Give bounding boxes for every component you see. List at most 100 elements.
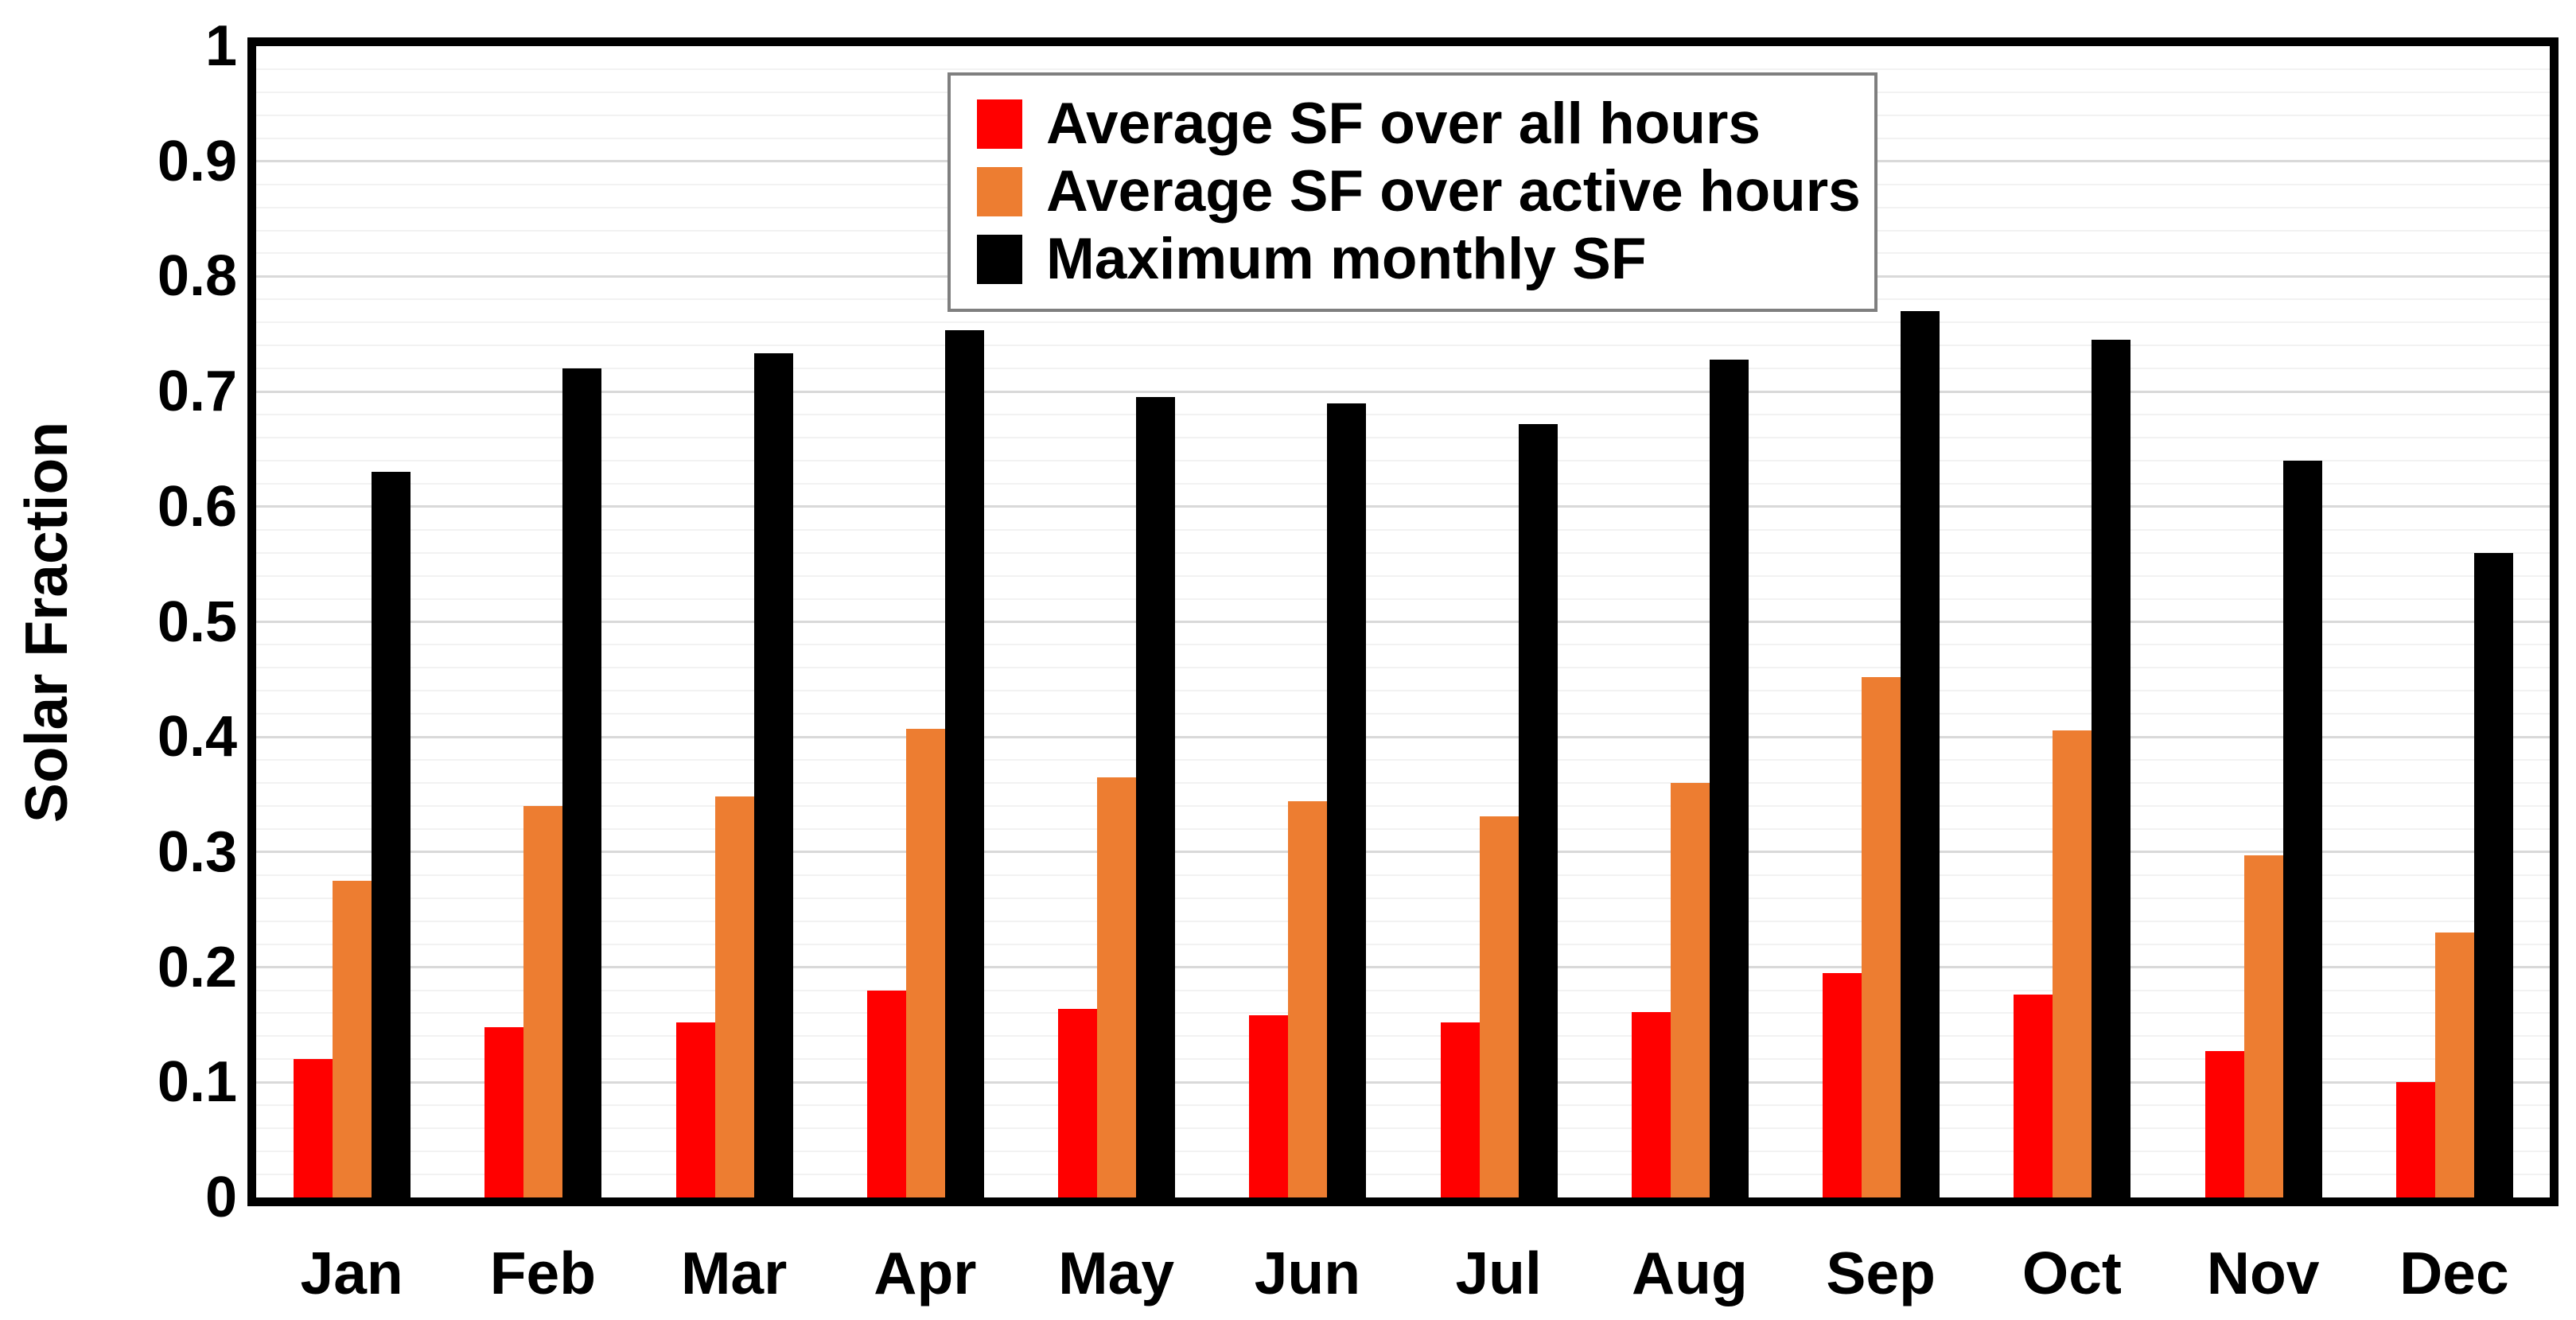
bar-nov-series1	[2243, 855, 2283, 1197]
bar-jul-series1	[1479, 816, 1519, 1197]
legend-swatch-black	[977, 234, 1022, 284]
gridline-minor	[256, 1104, 2550, 1107]
y-axis-tick-label-0.9: 0.9	[157, 129, 237, 193]
bar-sep-series0	[1823, 972, 1862, 1197]
y-axis-tick-label-0.1: 0.1	[157, 1050, 237, 1115]
x-axis-label-jun: Jun	[1254, 1240, 1361, 1306]
y-axis-tick-label-0.7: 0.7	[157, 360, 237, 424]
x-axis-label-apr: Apr	[874, 1240, 977, 1306]
y-axis-tick-label-0.8: 0.8	[157, 244, 237, 309]
gridline-minor	[256, 782, 2550, 785]
gridline-major	[256, 621, 2550, 623]
bar-aug-series0	[1631, 1012, 1671, 1197]
x-axis-label-jan: Jan	[300, 1240, 403, 1306]
bar-oct-series1	[2053, 730, 2092, 1197]
legend-label-active-hours: Average SF over active hours	[1046, 159, 1861, 224]
bar-jun-series0	[1249, 1015, 1289, 1197]
bar-mar-series0	[675, 1022, 715, 1197]
bar-dec-series1	[2434, 933, 2474, 1197]
legend-item-all-hours: Average SF over all hours	[977, 90, 1858, 158]
bar-apr-series1	[905, 729, 945, 1197]
bar-jan-series2	[372, 472, 411, 1197]
bar-sep-series2	[1901, 310, 1940, 1197]
legend-swatch-red	[977, 99, 1022, 149]
legend-label-maximum: Maximum monthly SF	[1046, 227, 1647, 291]
bar-apr-series0	[866, 990, 906, 1197]
gridline-minor	[256, 1058, 2550, 1061]
bar-jan-series0	[294, 1059, 333, 1197]
bar-feb-series1	[523, 806, 563, 1197]
bar-mar-series1	[714, 796, 754, 1197]
y-axis-tick-label-0.2: 0.2	[157, 935, 237, 999]
gridline-minor	[256, 827, 2550, 830]
gridline-minor	[256, 1035, 2550, 1038]
gridline-major	[256, 390, 2550, 393]
gridline-minor	[256, 345, 2550, 347]
legend-item-maximum: Maximum monthly SF	[977, 225, 1858, 293]
gridline-minor	[256, 690, 2550, 692]
gridline-minor	[256, 321, 2550, 324]
bar-jul-series2	[1518, 423, 1558, 1197]
y-axis-tick-label-0: 0	[204, 1166, 237, 1229]
x-axis-label-nov: Nov	[2206, 1240, 2320, 1306]
x-axis-label-may: May	[1058, 1240, 1175, 1306]
legend: Average SF over all hours Average SF ove…	[948, 72, 1878, 312]
legend-label-all-hours: Average SF over all hours	[1046, 92, 1761, 156]
gridline-minor	[256, 1151, 2550, 1153]
bar-aug-series1	[1670, 783, 1710, 1197]
gridline-minor	[256, 68, 2550, 70]
gridline-minor	[256, 759, 2550, 761]
y-axis-tick-label-0.3: 0.3	[157, 820, 237, 884]
gridline-minor	[256, 574, 2550, 577]
x-axis-label-mar: Mar	[680, 1240, 788, 1306]
gridline-minor	[256, 598, 2550, 600]
gridline-major	[256, 505, 2550, 508]
legend-swatch-orange	[977, 166, 1022, 216]
bar-jul-series0	[1440, 1022, 1480, 1197]
gridline-minor	[256, 1012, 2550, 1014]
legend-item-active-hours: Average SF over active hours	[977, 158, 1861, 225]
gridline-minor	[256, 897, 2550, 899]
bar-jun-series2	[1327, 403, 1367, 1197]
bar-apr-series2	[944, 330, 984, 1197]
gridline-minor	[256, 805, 2550, 808]
bar-oct-series0	[2014, 995, 2053, 1197]
y-axis-tick-label-0.4: 0.4	[157, 705, 237, 769]
x-axis-label-dec: Dec	[2399, 1240, 2509, 1306]
y-axis-tick-label-0.5: 0.5	[157, 590, 237, 654]
x-axis-label-jul: Jul	[1455, 1240, 1542, 1306]
gridline-minor	[256, 989, 2550, 991]
x-axis-label-aug: Aug	[1631, 1240, 1748, 1306]
gridline-minor	[256, 551, 2550, 554]
gridline-minor	[256, 713, 2550, 715]
x-axis-label-feb: Feb	[489, 1240, 597, 1306]
gridline-minor	[256, 1127, 2550, 1130]
bar-jun-series1	[1288, 801, 1328, 1197]
gridline-minor	[256, 644, 2550, 646]
gridline-minor	[256, 368, 2550, 370]
gridline-major	[256, 851, 2550, 854]
gridline-minor	[256, 874, 2550, 876]
bar-sep-series1	[1862, 676, 1901, 1197]
bar-jan-series1	[333, 881, 372, 1197]
bar-may-series0	[1058, 1008, 1097, 1197]
gridline-minor	[256, 667, 2550, 669]
bar-dec-series2	[2473, 552, 2513, 1197]
bar-may-series1	[1097, 777, 1136, 1197]
x-axis-label-oct: Oct	[2021, 1240, 2122, 1306]
y-axis-tick-label-0.6: 0.6	[157, 474, 237, 539]
gridline-major	[256, 966, 2550, 969]
bar-mar-series2	[753, 353, 793, 1197]
gridline-minor	[256, 459, 2550, 461]
gridline-minor	[256, 1174, 2550, 1176]
gridline-minor	[256, 920, 2550, 922]
gridline-major	[256, 735, 2550, 738]
x-axis-label-sep: Sep	[1826, 1240, 1936, 1306]
gridline-major	[256, 1081, 2550, 1084]
bar-feb-series0	[484, 1026, 524, 1197]
bar-oct-series2	[2092, 339, 2131, 1197]
bar-nov-series2	[2282, 460, 2322, 1197]
gridline-minor	[256, 414, 2550, 416]
bar-nov-series0	[2204, 1051, 2244, 1197]
